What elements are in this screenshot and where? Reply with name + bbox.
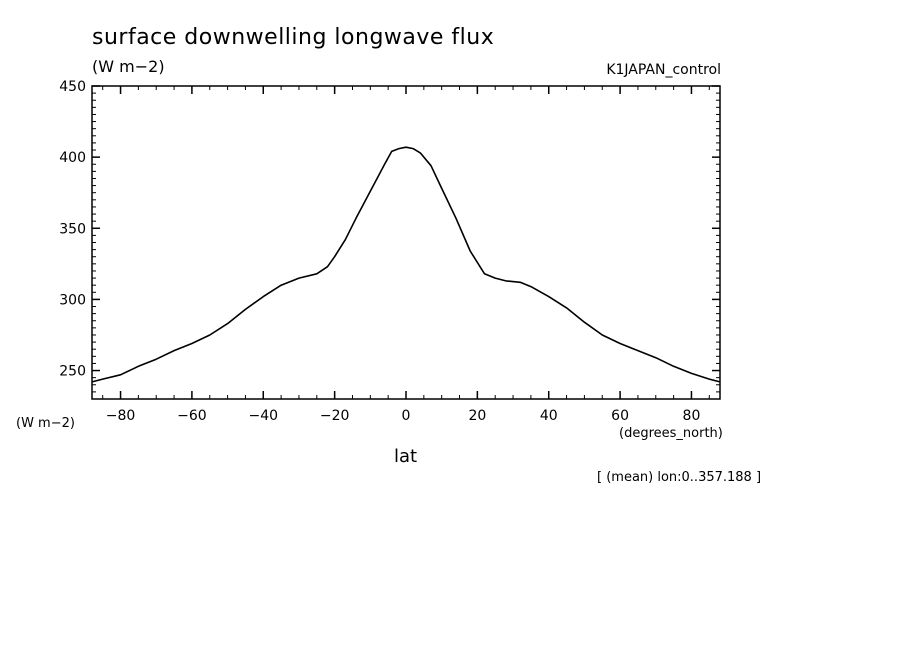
chart-units: (W m−2) xyxy=(92,57,165,76)
x-axis-label: lat xyxy=(394,446,418,467)
x-tick-label: 60 xyxy=(611,408,629,424)
x-tick-label: −20 xyxy=(320,408,350,424)
x-axis-units: (degrees_north) xyxy=(619,426,723,441)
y-tick-label: 250 xyxy=(59,364,86,380)
y-tick-label: 450 xyxy=(59,79,86,95)
x-tick-label: −40 xyxy=(248,408,278,424)
flux-line xyxy=(91,146,721,383)
run-name: K1JAPAN_control xyxy=(606,62,721,78)
x-tick-label: 40 xyxy=(540,408,558,424)
y-axis-units: (W m−2) xyxy=(16,416,75,431)
x-tick-label: −80 xyxy=(106,408,136,424)
x-tick-label: 80 xyxy=(683,408,701,424)
x-tick-label: 20 xyxy=(468,408,486,424)
x-tick-label: 0 xyxy=(402,408,411,424)
plot-frame xyxy=(91,85,721,400)
chart-title: surface downwelling longwave flux xyxy=(92,25,495,50)
y-tick-label: 400 xyxy=(59,150,86,166)
y-tick-label: 300 xyxy=(59,292,86,308)
averaging-note: [ (mean) lon:0..357.188 ] xyxy=(597,470,762,485)
x-tick-label: −60 xyxy=(177,408,207,424)
y-tick-label: 350 xyxy=(59,221,86,237)
